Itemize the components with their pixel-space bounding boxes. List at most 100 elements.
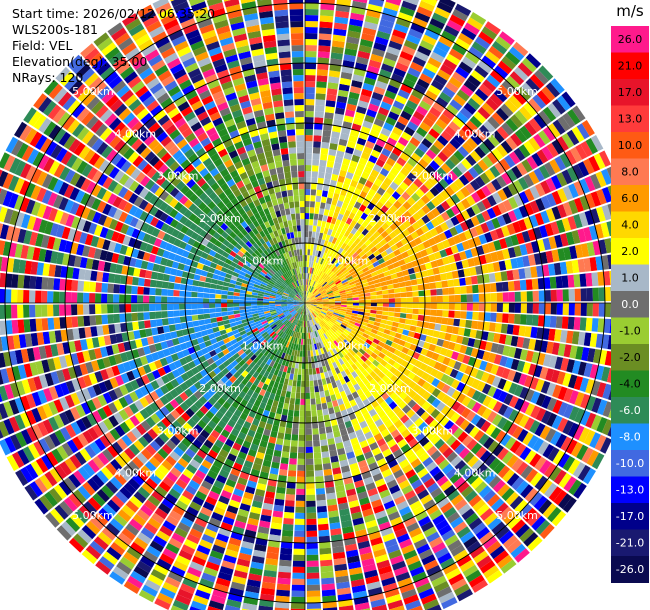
velocity-gate [362, 282, 369, 288]
velocity-gate [443, 25, 460, 37]
velocity-gate [486, 411, 498, 423]
velocity-gate [542, 264, 550, 277]
velocity-gate [394, 266, 402, 273]
velocity-gate [376, 310, 383, 315]
velocity-gate [191, 309, 198, 315]
velocity-gate [519, 386, 530, 400]
velocity-gate [310, 305, 317, 308]
velocity-gate [313, 452, 322, 459]
velocity-gate [440, 273, 448, 281]
velocity-gate [348, 212, 356, 220]
velocity-gate [310, 298, 317, 302]
velocity-gate [346, 204, 354, 212]
velocity-gate [310, 299, 317, 302]
velocity-gate [340, 296, 347, 299]
velocity-gate [322, 259, 327, 266]
velocity-gate [497, 202, 508, 214]
velocity-gate [312, 153, 320, 160]
velocity-gate [305, 279, 308, 286]
velocity-gate [552, 99, 566, 115]
velocity-gate [445, 271, 453, 280]
velocity-gate [411, 285, 419, 291]
velocity-gate [431, 378, 441, 388]
velocity-gate [318, 171, 325, 179]
velocity-gate [339, 77, 351, 86]
velocity-gate [502, 212, 512, 225]
velocity-gate [609, 319, 617, 334]
velocity-gate [436, 167, 447, 178]
velocity-gate [305, 291, 308, 298]
velocity-gate [399, 318, 406, 324]
velocity-gate [377, 74, 390, 84]
velocity-gate [296, 488, 305, 495]
velocity-gate [364, 292, 371, 297]
velocity-gate [318, 270, 323, 277]
velocity-gate [565, 231, 575, 246]
velocity-gate [340, 298, 347, 301]
velocity-gate [463, 79, 478, 93]
velocity-gate [451, 390, 461, 401]
velocity-gate [311, 171, 318, 178]
velocity-gate [416, 105, 428, 117]
velocity-gate [621, 319, 629, 335]
velocity-gate [559, 153, 572, 168]
velocity-gate [454, 3, 472, 17]
velocity-gate [438, 331, 446, 340]
velocity-gate [425, 335, 433, 343]
velocity-gate [308, 225, 313, 232]
velocity-gate [347, 232, 354, 240]
velocity-gate [383, 122, 394, 132]
velocity-gate [444, 185, 455, 197]
velocity-gate [331, 46, 344, 54]
velocity-gate [441, 146, 453, 158]
velocity-gate [504, 437, 517, 450]
velocity-gate [325, 286, 331, 291]
velocity-gate [394, 303, 401, 308]
velocity-gate [525, 279, 533, 290]
velocity-gate [333, 276, 339, 282]
velocity-gate [274, 444, 283, 452]
velocity-gate [440, 130, 453, 142]
velocity-gate [354, 111, 365, 120]
velocity-gate [300, 344, 303, 351]
velocity-gate [311, 183, 317, 190]
velocity-gate [321, 280, 327, 286]
velocity-gate [306, 470, 315, 477]
velocity-gate [492, 444, 504, 457]
velocity-gate [334, 293, 341, 297]
velocity-gate [364, 309, 371, 313]
velocity-gate [458, 363, 468, 373]
velocity-gate [307, 249, 311, 256]
velocity-gate [470, 12, 487, 26]
velocity-gate [568, 183, 579, 199]
velocity-gate [442, 356, 451, 366]
velocity-gate [418, 158, 429, 169]
velocity-gate [497, 378, 507, 390]
velocity-gate [474, 36, 491, 50]
velocity-gate [356, 182, 365, 191]
velocity-gate [376, 112, 387, 122]
velocity-gate [305, 298, 310, 303]
velocity-gate [325, 276, 331, 282]
velocity-gate [338, 314, 345, 318]
velocity-gate [384, 235, 392, 243]
velocity-gate [536, 90, 551, 106]
velocity-gate [315, 105, 325, 112]
velocity-gate [559, 261, 568, 275]
velocity-gate [321, 378, 327, 386]
velocity-gate [445, 197, 456, 208]
velocity-gate [318, 277, 323, 284]
velocity-gate [552, 384, 562, 399]
velocity-gate [512, 325, 520, 336]
velocity-gate [430, 218, 440, 228]
velocity-gate [346, 293, 353, 297]
velocity-gate [360, 243, 368, 251]
velocity-gate [596, 417, 608, 433]
velocity-gate [464, 249, 473, 259]
velocity-gate [320, 559, 333, 567]
velocity-gate [534, 183, 546, 197]
velocity-gate [442, 303, 449, 310]
velocity-gate [517, 219, 528, 232]
velocity-gate [381, 315, 388, 320]
velocity-gate [407, 331, 416, 338]
